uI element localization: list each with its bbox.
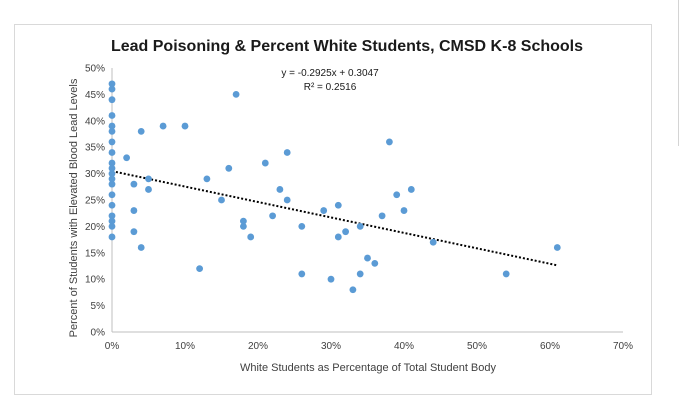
data-point [429, 238, 437, 246]
data-point [356, 270, 364, 278]
data-point [400, 207, 408, 214]
data-point [130, 207, 138, 214]
data-point [232, 91, 240, 98]
trendline-r-squared: R² = 0.2516 [304, 82, 357, 93]
data-point [108, 164, 116, 172]
x-axis-ticks: 0% 10% 20% 30% 40% 50% 60% 70% [105, 341, 633, 352]
data-point [108, 212, 116, 220]
chart-area [14, 24, 652, 395]
data-point [123, 154, 130, 162]
data-point [334, 233, 342, 241]
data-point [407, 186, 415, 193]
data-point [225, 164, 233, 172]
y-tick-label: 10% [85, 275, 105, 286]
y-tick-label: 35% [85, 143, 105, 154]
data-point [108, 85, 116, 93]
data-point [108, 201, 116, 209]
data-point [108, 233, 116, 241]
data-point [108, 217, 116, 225]
y-tick-label: 5% [91, 301, 106, 312]
data-point [108, 112, 116, 119]
data-point [108, 159, 116, 167]
data-point [145, 186, 152, 193]
y-tick-label: 20% [85, 222, 105, 233]
data-point [298, 223, 306, 230]
y-tick-label: 0% [91, 328, 106, 339]
trendline [111, 170, 558, 267]
data-point [276, 186, 284, 193]
data-point [342, 228, 349, 236]
data-point [108, 175, 116, 183]
x-tick-label: 10% [175, 341, 195, 352]
data-point [137, 244, 145, 251]
data-point [298, 270, 306, 278]
x-tick-label: 0% [105, 341, 120, 352]
y-tick-label: 25% [85, 196, 105, 207]
data-point [130, 180, 138, 188]
chart-title: Lead Poisoning & Percent White Students,… [111, 38, 583, 55]
x-tick-label: 70% [613, 341, 633, 352]
x-tick-label: 20% [248, 341, 268, 352]
data-point [283, 196, 291, 204]
data-point [320, 207, 328, 214]
y-tick-label: 50% [85, 64, 105, 75]
data-point [240, 217, 247, 225]
x-axis-title: White Students as Percentage of Total St… [240, 362, 497, 374]
x-tick-label: 30% [321, 341, 341, 352]
data-point [203, 175, 211, 183]
y-tick-label: 15% [85, 248, 105, 259]
data-point [356, 223, 364, 230]
data-point [218, 196, 225, 204]
x-tick-label: 40% [394, 341, 414, 352]
data-point [108, 127, 116, 135]
data-point [364, 254, 371, 262]
data-point [130, 228, 138, 236]
data-point [108, 122, 116, 130]
side-divider [678, 0, 679, 146]
y-tick-label: 40% [85, 116, 105, 127]
data-point [502, 270, 510, 278]
x-tick-label: 60% [540, 341, 560, 352]
data-point [378, 212, 386, 220]
data-point [196, 265, 204, 273]
data-point [108, 170, 116, 178]
data-point [371, 259, 379, 267]
data-point [137, 127, 145, 135]
y-tick-label: 30% [85, 169, 105, 180]
data-point [108, 96, 116, 104]
data-point [283, 149, 291, 156]
data-point [108, 191, 116, 199]
data-point [108, 138, 116, 146]
data-point [386, 138, 393, 146]
data-point [327, 275, 335, 283]
y-axis-ticks: 0% 5% 10% 15% 20% 25% 30% 35% 40% 45% 50% [85, 64, 105, 339]
data-point [108, 80, 116, 88]
data-point [108, 149, 116, 156]
data-points [108, 80, 561, 294]
data-point [261, 159, 269, 167]
data-point [108, 223, 116, 230]
data-point [553, 244, 561, 251]
data-point [269, 212, 276, 220]
data-point [240, 223, 247, 230]
data-point [393, 191, 401, 199]
y-tick-label: 45% [85, 90, 105, 101]
data-point [247, 233, 255, 241]
x-tick-label: 50% [467, 341, 487, 352]
data-point [145, 175, 152, 183]
data-point [159, 122, 167, 130]
data-point [181, 122, 189, 130]
data-point [108, 180, 116, 188]
trendline-equation: y = -0.2925x + 0.3047 [281, 68, 379, 79]
y-axis-title: Percent of Students with Elevated Blood … [68, 78, 80, 337]
data-point [349, 286, 357, 294]
data-point [334, 201, 342, 209]
